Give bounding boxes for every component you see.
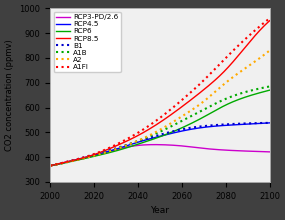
- RCP4.5: [268, 122, 271, 124]
- Line: RCP8.5: RCP8.5: [50, 21, 270, 166]
- RCP8.5: [154, 124, 157, 126]
- RCP8.5: [167, 115, 171, 117]
- Line: RCP3-PD/2.6: RCP3-PD/2.6: [50, 145, 270, 166]
- RCP3-PD/2.6: [154, 143, 158, 146]
- A2: [153, 132, 156, 134]
- B1: [228, 123, 232, 125]
- Line: RCP4.5: RCP4.5: [50, 123, 270, 166]
- Line: RCP6: RCP6: [50, 90, 270, 166]
- RCP3-PD/2.6: [48, 164, 52, 167]
- B1: [153, 135, 156, 138]
- RCP8.5: [48, 164, 52, 167]
- A1B: [228, 96, 232, 98]
- A2: [48, 164, 52, 167]
- X-axis label: Year: Year: [150, 206, 169, 215]
- A2: [263, 53, 266, 56]
- RCP6: [167, 132, 171, 135]
- A2: [154, 131, 157, 133]
- A1B: [48, 164, 52, 167]
- RCP3-PD/2.6: [168, 144, 171, 146]
- A1FI: [268, 17, 271, 20]
- B1: [268, 122, 271, 124]
- RCP3-PD/2.6: [153, 143, 156, 146]
- Line: A1FI: A1FI: [50, 18, 270, 166]
- RCP3-PD/2.6: [268, 150, 271, 153]
- A1FI: [167, 110, 171, 112]
- A1B: [153, 133, 156, 136]
- RCP6: [48, 164, 52, 167]
- RCP3-PD/2.6: [180, 145, 183, 147]
- RCP4.5: [153, 136, 156, 139]
- A1B: [263, 86, 266, 89]
- A1B: [154, 132, 157, 135]
- RCP4.5: [263, 122, 266, 125]
- B1: [154, 135, 157, 137]
- RCP4.5: [179, 130, 182, 133]
- A2: [167, 123, 171, 126]
- B1: [179, 128, 182, 131]
- RCP4.5: [154, 136, 157, 139]
- Line: B1: B1: [50, 123, 270, 166]
- RCP6: [154, 137, 157, 139]
- A1FI: [228, 52, 232, 55]
- Legend: RCP3-PD/2.6, RCP4.5, RCP6, RCP8.5, B1, A1B, A2, A1FI: RCP3-PD/2.6, RCP4.5, RCP6, RCP8.5, B1, A…: [54, 12, 121, 72]
- Y-axis label: CO2 concentration (ppmv): CO2 concentration (ppmv): [5, 39, 14, 151]
- RCP8.5: [268, 19, 271, 22]
- RCP8.5: [228, 64, 232, 66]
- A1B: [268, 85, 271, 88]
- A2: [268, 49, 271, 52]
- A1B: [179, 120, 182, 123]
- RCP6: [228, 102, 232, 104]
- RCP6: [153, 138, 156, 140]
- Line: A1B: A1B: [50, 86, 270, 166]
- RCP8.5: [263, 24, 266, 27]
- B1: [263, 122, 266, 124]
- RCP4.5: [228, 124, 232, 126]
- A2: [228, 78, 232, 81]
- RCP4.5: [167, 133, 171, 135]
- Line: A2: A2: [50, 51, 270, 166]
- RCP6: [179, 127, 182, 130]
- A1B: [167, 126, 171, 129]
- B1: [48, 164, 52, 167]
- A1FI: [153, 121, 156, 123]
- RCP8.5: [153, 125, 156, 127]
- A1FI: [263, 21, 266, 24]
- RCP3-PD/2.6: [263, 150, 266, 153]
- A1FI: [179, 100, 182, 102]
- A1FI: [48, 164, 52, 167]
- RCP6: [268, 89, 271, 92]
- A2: [179, 116, 182, 118]
- RCP8.5: [179, 106, 182, 109]
- RCP6: [263, 90, 266, 93]
- RCP3-PD/2.6: [153, 143, 156, 146]
- RCP3-PD/2.6: [229, 149, 232, 152]
- A1FI: [154, 120, 157, 122]
- B1: [167, 131, 171, 134]
- RCP4.5: [48, 164, 52, 167]
